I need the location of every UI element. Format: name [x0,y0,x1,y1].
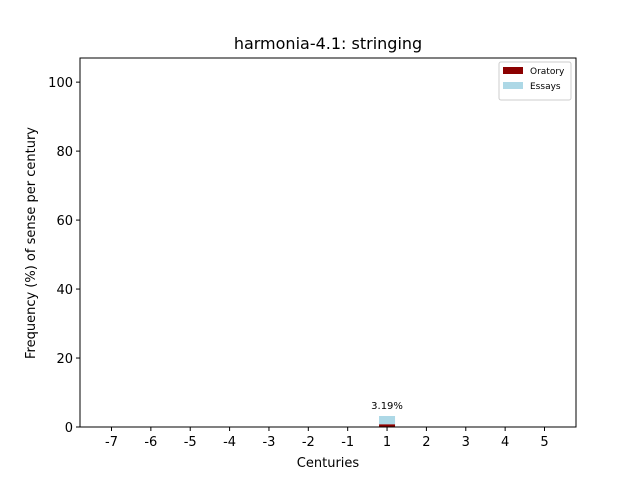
y-tick-label: 0 [65,421,73,436]
y-tick-label: 20 [56,352,73,367]
x-tick-label: 5 [540,435,548,450]
y-axis-label: Frequency (%) of sense per century [24,127,39,359]
x-tick-label: -2 [302,435,315,450]
legend-label-oratory: Oratory [530,67,565,77]
chart-title: harmonia-4.1: stringing [234,34,422,53]
plot-frame [79,57,577,428]
x-tick-label: -1 [341,435,354,450]
x-axis: -7 -6 -5 -4 -3 -2 -1 1 2 3 4 5 [105,427,549,450]
x-tick-label: -6 [144,435,157,450]
y-tick-label: 60 [56,214,73,229]
x-tick-label: -3 [262,435,275,450]
legend: Oratory Essays [498,61,572,101]
legend-swatch-oratory [503,67,523,74]
y-tick-label: 80 [56,145,73,160]
data-label: 3.19% [371,401,403,412]
x-tick-label: 3 [462,435,470,450]
x-tick-label: 4 [501,435,509,450]
x-tick-label: -4 [223,435,236,450]
x-axis-label: Centuries [297,456,360,471]
x-tick-label: 2 [422,435,430,450]
y-axis: 0 20 40 60 80 100 [48,76,80,436]
y-tick-label: 100 [48,76,73,91]
y-tick-label: 40 [56,283,73,298]
legend-label-essays: Essays [530,82,561,92]
x-tick-label: -5 [184,435,197,450]
bar-oratory [379,424,396,427]
plot-area: 3.19% [371,401,403,427]
bar-essays [379,415,396,425]
legend-swatch-essays [503,82,523,89]
x-tick-label: 1 [383,435,391,450]
x-tick-label: -7 [105,435,118,450]
